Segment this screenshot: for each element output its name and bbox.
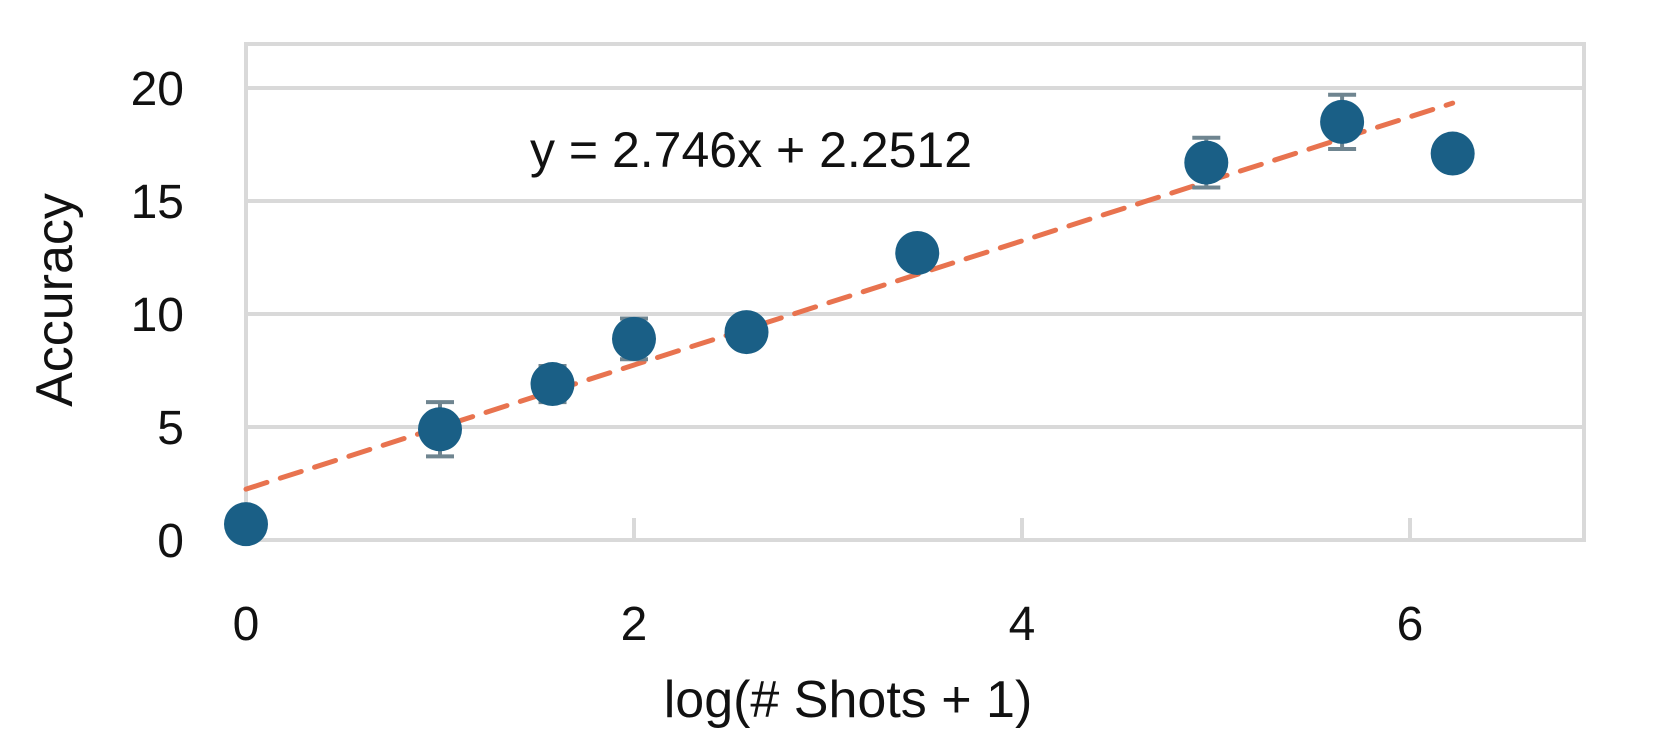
data-point bbox=[612, 316, 656, 361]
x-axis-title: log(# Shots + 1) bbox=[664, 671, 1033, 729]
data-point bbox=[418, 407, 462, 452]
x-axis-ticks bbox=[632, 518, 1412, 540]
x-tick-label: 2 bbox=[621, 598, 648, 651]
y-tick-label: 5 bbox=[157, 402, 184, 455]
data-point bbox=[1430, 131, 1475, 176]
data-points bbox=[224, 99, 1475, 547]
y-tick-label: 0 bbox=[157, 515, 184, 568]
x-tick-label: 0 bbox=[233, 598, 260, 651]
y-tick-label: 15 bbox=[131, 176, 184, 229]
data-point bbox=[724, 310, 769, 355]
y-tick-label: 20 bbox=[131, 63, 184, 116]
trendline-equation: y = 2.746x + 2.2512 bbox=[530, 122, 972, 178]
data-point bbox=[530, 362, 575, 407]
y-axis-title: Accuracy bbox=[26, 193, 84, 407]
trendline bbox=[243, 100, 1456, 492]
tick-labels: 0 5 10 15 20 0 2 4 6 bbox=[131, 63, 1424, 651]
data-point bbox=[1184, 140, 1229, 185]
trendline-group bbox=[243, 100, 1456, 492]
plot-frame bbox=[244, 42, 1586, 542]
data-point bbox=[895, 230, 940, 275]
data-point bbox=[224, 502, 268, 547]
data-point bbox=[1320, 99, 1365, 144]
x-tick-label: 6 bbox=[1397, 598, 1424, 651]
y-tick-label: 10 bbox=[131, 289, 184, 342]
x-tick-label: 4 bbox=[1009, 598, 1036, 651]
